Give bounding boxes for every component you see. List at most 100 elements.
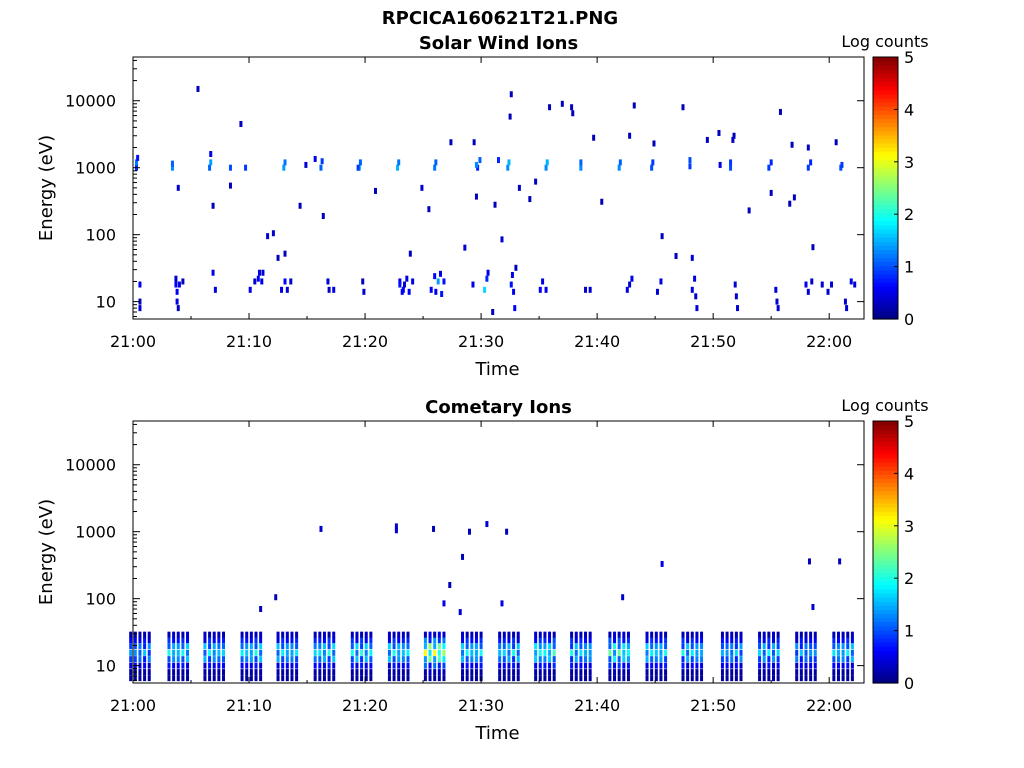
cometary-burst-cell [809, 637, 813, 644]
solar-wind-colorbar-segment [873, 228, 898, 234]
cometary-burst-cell [588, 637, 592, 644]
solar-wind-data-cell [491, 308, 495, 315]
solar-wind-colorbar-segment [873, 65, 898, 70]
cometary-burst-cell [771, 675, 775, 682]
cometary-burst-cell [832, 669, 836, 676]
solar-wind-colorbar-segment [873, 290, 898, 296]
cometary-burst-cell [543, 675, 547, 682]
cometary-burst-cell [285, 662, 289, 669]
solar-wind-data-cell [280, 286, 284, 293]
solar-wind-data-cell [239, 120, 243, 127]
solar-wind-data-cell [174, 275, 178, 282]
cometary-y-axis-label: Energy (eV) [36, 499, 57, 605]
cometary-burst-cell [795, 643, 799, 650]
solar-wind-data-cell [732, 132, 736, 139]
cometary-burst-cell [700, 656, 704, 663]
cometary-burst-cell [222, 662, 226, 669]
cometary-burst-cell [681, 662, 685, 669]
cometary-burst-cell [129, 656, 133, 663]
solar-wind-data-cell [769, 189, 773, 196]
cometary-colorbar-segment [873, 580, 898, 586]
cometary-burst-cell [850, 662, 854, 669]
cometary-burst-cell [695, 643, 699, 650]
cometary-burst-cell [423, 637, 427, 644]
cometary-burst-cell [516, 643, 520, 650]
cometary-burst-cell [285, 669, 289, 676]
cometary-burst-cell [771, 637, 775, 644]
solar-wind-data-cell [688, 157, 692, 164]
cometary-burst-cell [516, 637, 520, 644]
solar-wind-data-cell [362, 288, 366, 295]
cometary-burst-cell [437, 656, 441, 663]
cometary-burst-cell [355, 631, 359, 638]
solar-wind-y-axis-label: Energy (eV) [36, 135, 57, 241]
cometary-burst-cell [762, 675, 766, 682]
cometary-burst-cell [138, 649, 142, 656]
cometary-burst-cell [664, 637, 668, 644]
cometary-burst-cell [397, 637, 401, 644]
cometary-burst-cell [776, 631, 780, 638]
solar-wind-data-cell [625, 286, 629, 293]
solar-wind-colorbar-segment [873, 110, 898, 115]
cometary-burst-cell [222, 631, 226, 638]
cometary-burst-cell [686, 637, 690, 644]
cometary-burst-cell [428, 662, 432, 669]
cometary-burst-cell [799, 669, 803, 676]
cometary-burst-cell [645, 669, 649, 676]
cometary-burst-cell [465, 662, 469, 669]
cometary-x-tick-label: 21:10 [226, 696, 272, 715]
solar-wind-data-cell [509, 91, 513, 98]
cometary-burst-cell [574, 662, 578, 669]
solar-wind-data-cell [810, 278, 814, 285]
cometary-burst-cell [570, 656, 574, 663]
cometary-burst-cell [129, 669, 133, 676]
cometary-burst-cell [406, 631, 410, 638]
cometary-burst-cell [254, 631, 258, 638]
cometary-panel-title: Cometary Ions [425, 397, 572, 418]
solar-wind-colorbar-segment [873, 159, 898, 165]
cometary-burst-cell [543, 643, 547, 650]
cometary-burst-cell [212, 669, 216, 676]
solar-wind-colorbar-segment [873, 286, 898, 291]
solar-wind-data-cell [433, 273, 437, 280]
cometary-burst-cell [498, 649, 502, 656]
cometary-burst-cell [543, 669, 547, 676]
cometary-burst-cell [622, 656, 626, 663]
cometary-burst-cell [290, 649, 294, 656]
solar-wind-data-cell [788, 200, 792, 207]
cometary-burst-cell [437, 662, 441, 669]
cometary-burst-cell [608, 669, 612, 676]
cometary-burst-cell [570, 637, 574, 644]
solar-wind-data-cell [843, 298, 847, 305]
cometary-burst-cell [574, 656, 578, 663]
cometary-burst-cell [143, 631, 147, 638]
cometary-burst-cell [686, 649, 690, 656]
cometary-burst-cell [795, 669, 799, 676]
cometary-burst-cell [512, 649, 516, 656]
cometary-burst-cell [584, 675, 588, 682]
cometary-burst-cell [322, 669, 326, 676]
cometary-burst-cell [654, 662, 658, 669]
cometary-burst-cell [622, 631, 626, 638]
cometary-burst-cell [758, 643, 762, 650]
cometary-burst-cell [498, 643, 502, 650]
cometary-burst-cell [423, 656, 427, 663]
cometary-burst-cell [767, 656, 771, 663]
cometary-burst-cell [650, 662, 654, 669]
cometary-burst-cell [695, 631, 699, 638]
cometary-burst-cell [804, 656, 808, 663]
cometary-burst-cell [841, 662, 845, 669]
solar-wind-data-cell [427, 206, 431, 213]
solar-wind-data-cell [403, 281, 407, 288]
cometary-burst-cell [534, 643, 538, 650]
cometary-burst-cell [654, 656, 658, 663]
cometary-burst-cell [570, 649, 574, 656]
cometary-burst-cell [186, 637, 190, 644]
cometary-burst-cell [355, 637, 359, 644]
cometary-burst-cell [465, 656, 469, 663]
cometary-burst-cell [695, 662, 699, 669]
cometary-burst-cell [240, 637, 244, 644]
cometary-burst-cell [172, 649, 176, 656]
cometary-burst-cell [369, 637, 373, 644]
solar-wind-data-cell [534, 178, 538, 185]
